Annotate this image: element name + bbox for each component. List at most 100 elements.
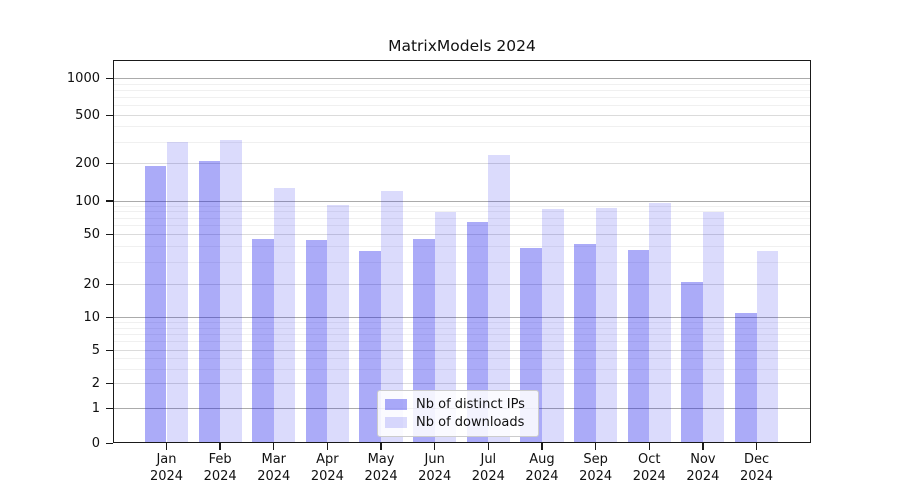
x-tick-label: May 2024: [364, 452, 398, 484]
bar-downloads: [756, 250, 779, 443]
x-tick-label: Jul 2024: [471, 452, 505, 484]
bar-downloads: [702, 211, 725, 443]
plot-area: [113, 60, 811, 443]
bar-distinct-ips: [252, 239, 274, 443]
bar-distinct-ips: [574, 244, 596, 443]
bar-downloads: [327, 205, 349, 443]
y-tick-mark: [106, 316, 113, 319]
x-tick-label: Sep 2024: [579, 452, 613, 484]
bar-distinct-ips: [144, 166, 167, 443]
minor-gridline: [113, 217, 811, 219]
legend-label-downloads: Nb of downloads: [416, 415, 525, 430]
minor-gridline: [113, 358, 811, 360]
bar-downloads: [595, 208, 618, 443]
minor-gridline: [113, 97, 811, 99]
legend-item-downloads: Nb of downloads: [385, 415, 525, 430]
y-tick-label: 2: [91, 376, 100, 392]
gridline: [113, 350, 811, 352]
x-tick-mark: [755, 443, 758, 450]
gridline: [113, 234, 811, 236]
bar-downloads: [220, 139, 242, 443]
minor-gridline: [113, 261, 811, 263]
gridline: [113, 383, 811, 385]
y-tick-label: 500: [75, 107, 100, 123]
x-tick-mark: [326, 443, 329, 450]
bar-distinct-ips: [681, 281, 703, 443]
x-tick-label: Nov 2024: [686, 452, 720, 484]
gridline: [113, 162, 811, 164]
x-tick-mark: [273, 443, 275, 450]
y-tick-mark: [106, 162, 113, 164]
x-tick-mark: [487, 443, 489, 450]
x-tick-label: Apr 2024: [310, 452, 344, 484]
x-tick-mark: [541, 443, 543, 450]
y-tick-mark: [106, 407, 113, 409]
x-tick-mark: [702, 443, 704, 450]
bar-downloads: [166, 142, 189, 443]
bar-distinct-ips: [627, 249, 650, 443]
bar-downloads: [381, 190, 403, 443]
y-tick-mark: [106, 442, 113, 444]
x-tick-label: Mar 2024: [257, 452, 291, 484]
x-tick-label: Oct 2024: [632, 452, 666, 484]
x-tick-label: Jun 2024: [418, 452, 452, 484]
x-tick-mark: [434, 443, 436, 450]
x-tick-label: Aug 2024: [525, 452, 559, 484]
x-tick-mark: [380, 443, 382, 450]
minor-gridline: [113, 211, 811, 213]
minor-gridline: [113, 327, 811, 329]
y-tick-mark: [106, 234, 113, 236]
bar-distinct-ips: [734, 312, 757, 443]
minor-gridline: [113, 83, 811, 85]
x-tick-mark: [594, 443, 597, 450]
bar-downloads: [649, 203, 671, 443]
y-tick-mark: [106, 383, 113, 385]
y-tick-label: 200: [75, 155, 100, 171]
y-tick-label: 100: [75, 193, 100, 209]
gridline: [113, 114, 811, 116]
x-tick-label: Feb 2024: [203, 452, 237, 484]
bar-distinct-ips: [305, 240, 328, 443]
minor-gridline: [113, 225, 811, 227]
minor-gridline: [113, 246, 811, 248]
bar-downloads: [541, 208, 564, 443]
minor-gridline: [113, 334, 811, 336]
minor-gridline: [113, 141, 811, 143]
minor-gridline: [113, 89, 811, 91]
bar-downloads: [488, 154, 510, 443]
minor-gridline: [113, 126, 811, 128]
legend-item-distinct-ips: Nb of distinct IPs: [385, 397, 525, 412]
y-tick-mark: [106, 350, 113, 352]
legend-swatch-distinct-ips-icon: [385, 399, 407, 410]
legend-label-distinct-ips: Nb of distinct IPs: [416, 397, 525, 412]
bar-downloads: [273, 187, 296, 443]
bar-distinct-ips: [198, 161, 221, 443]
y-tick-mark: [106, 283, 113, 285]
bar-distinct-ips: [359, 250, 382, 443]
x-tick-mark: [165, 443, 168, 450]
legend: Nb of distinct IPs Nb of downloads: [377, 390, 539, 437]
x-tick-mark: [219, 443, 221, 450]
y-tick-label: 10: [83, 310, 100, 325]
bar-downloads: [434, 211, 457, 443]
gridline: [113, 78, 811, 80]
y-tick-label: 1: [91, 400, 100, 416]
y-tick-label: 0: [91, 435, 100, 451]
x-tick-label: Jan 2024: [149, 452, 184, 484]
chart-title: MatrixModels 2024: [388, 37, 536, 55]
gridline: [113, 200, 811, 202]
y-tick-label: 5: [91, 343, 100, 359]
minor-gridline: [113, 322, 811, 324]
minor-gridline: [113, 368, 811, 370]
y-tick-mark: [106, 114, 113, 116]
bar-distinct-ips: [466, 221, 489, 443]
minor-gridline: [113, 341, 811, 343]
y-tick-mark: [106, 78, 113, 80]
x-tick-mark: [648, 443, 650, 450]
y-tick-label: 1000: [66, 71, 100, 87]
legend-swatch-downloads-icon: [385, 417, 407, 428]
minor-gridline: [113, 105, 811, 107]
y-tick-mark: [106, 200, 113, 202]
gridline: [113, 283, 811, 285]
